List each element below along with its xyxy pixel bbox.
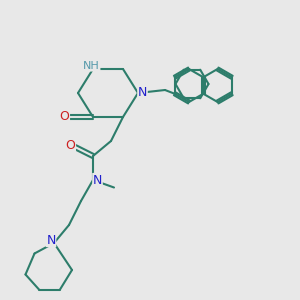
Text: O: O — [60, 110, 69, 124]
Text: N: N — [138, 86, 147, 100]
Text: N: N — [46, 233, 56, 247]
Text: N: N — [93, 173, 102, 187]
Text: NH: NH — [83, 61, 100, 71]
Text: O: O — [66, 139, 75, 152]
